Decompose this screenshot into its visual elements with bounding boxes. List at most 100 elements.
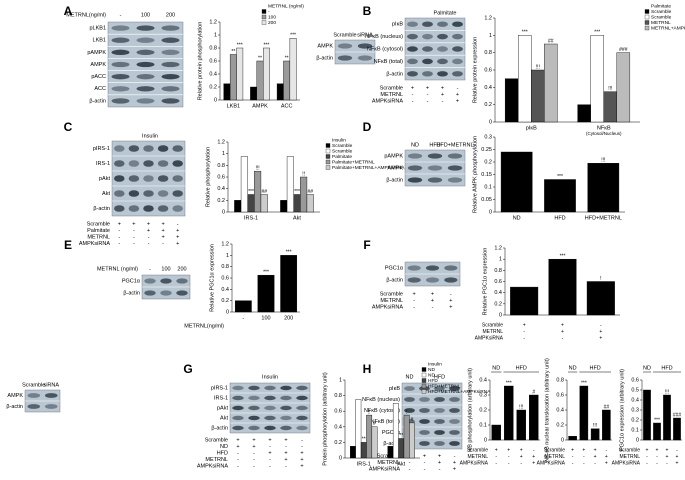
x-tick-label: HFD — [554, 215, 565, 221]
condition-mark: - — [118, 234, 120, 240]
blot-band — [434, 397, 445, 402]
legend-label: Scramble — [651, 14, 672, 20]
blot-band — [264, 395, 276, 401]
blot-band — [157, 190, 169, 197]
blot-band — [407, 265, 421, 271]
bar — [250, 86, 257, 101]
condition-mark: + — [284, 450, 287, 456]
condition-mark: - — [269, 444, 271, 450]
bar — [616, 52, 631, 123]
y-tick-label: 0 — [489, 209, 492, 215]
blot-band — [232, 405, 244, 411]
bar — [504, 385, 514, 441]
blot-row-label: pAMPK — [384, 153, 403, 159]
y-tick-label: 0.3 — [631, 407, 639, 413]
blot-band — [111, 37, 130, 43]
condition-mark: - — [237, 457, 239, 463]
condition-mark: + — [599, 335, 602, 341]
x-tick-note: (Cytosol/Nucleus) — [586, 131, 622, 136]
condition-mark: - — [162, 241, 164, 247]
significance-label: !!! — [256, 165, 260, 171]
blot-band — [404, 386, 415, 391]
blot-band — [434, 386, 445, 391]
bar — [247, 194, 255, 213]
blot-band — [422, 58, 433, 65]
condition-mark: + — [666, 454, 669, 460]
condition-mark: + — [520, 447, 523, 453]
blot-row-label: Akt — [102, 191, 110, 197]
blot-band — [404, 408, 415, 413]
blot-row-label: pAMPK — [87, 50, 106, 56]
blot-band — [172, 205, 183, 212]
y-tick-label: 1 — [499, 257, 502, 263]
blot-band — [264, 415, 276, 421]
bar — [306, 194, 314, 213]
blot-band — [437, 46, 448, 52]
x-tick-label: 100 — [261, 315, 270, 321]
condition-mark: + — [605, 460, 608, 466]
blot-row-label: ACC — [94, 86, 106, 92]
blot-column-label: siRNA — [357, 32, 373, 38]
condition-label: AMPKsiRNA — [475, 335, 504, 341]
legend-swatch — [261, 14, 267, 20]
blot-band — [248, 425, 260, 431]
condition-label: METRNL — [482, 329, 503, 335]
condition-mark: + — [453, 466, 456, 472]
blot-band — [248, 395, 260, 401]
condition-mark: + — [252, 444, 255, 450]
condition-mark: + — [252, 437, 255, 443]
y-tick-label: 0.5 — [631, 387, 639, 393]
blot-band — [111, 98, 130, 104]
condition-mark: - — [424, 460, 426, 466]
blot-row-label: NFκB (total) — [374, 59, 404, 65]
group-label: ND — [492, 365, 500, 371]
condition-mark: - — [508, 454, 510, 460]
blot-row-label: β-actin — [93, 206, 110, 212]
bar — [544, 179, 576, 213]
blot-band — [27, 404, 41, 409]
condition-mark: + — [456, 92, 459, 98]
blot-band — [407, 21, 418, 27]
y-tick-label: 1.2 — [494, 245, 502, 251]
blot-band — [128, 175, 140, 182]
bar — [587, 163, 620, 213]
condition-mark: - — [457, 85, 459, 91]
blot-band — [136, 73, 155, 80]
y-tick-label: 0.8 — [484, 50, 492, 56]
condition-mark: + — [431, 291, 434, 297]
y-tick-label: 0.4 — [631, 397, 639, 403]
blot-row-label: IRS-1 — [96, 161, 110, 167]
x-tick-label: ND — [513, 215, 521, 221]
y-tick-label: 0.4 — [209, 71, 217, 77]
condition-mark: - — [253, 450, 255, 456]
blot-band — [172, 190, 183, 197]
blot-title: METRNL (ng/ml) — [97, 266, 138, 272]
blot-band — [143, 160, 154, 167]
panel-letter: F — [363, 238, 370, 252]
y-axis-label: PGC1α expression (arbitrary unit) — [619, 369, 625, 451]
blot-band — [143, 145, 154, 152]
blot-band — [296, 385, 308, 391]
blot-band — [44, 404, 58, 409]
condition-label: METRNL — [380, 92, 403, 98]
legend-swatch — [421, 378, 427, 383]
blot-row-label: AMPK — [317, 43, 333, 49]
condition-mark: - — [285, 444, 287, 450]
bar — [500, 151, 533, 213]
blot-band — [161, 25, 180, 31]
significance-label: ## — [604, 404, 610, 410]
bar — [350, 446, 356, 459]
y-tick-label: 0.8 — [221, 264, 229, 270]
condition-mark: - — [646, 454, 648, 460]
bar — [366, 414, 373, 459]
y-tick-label: 0.6 — [631, 377, 639, 383]
legend-label: METRNL+AMPKsiRNA — [651, 25, 685, 31]
y-tick-label: 0.2 — [334, 440, 342, 446]
y-tick-label: 1 — [339, 377, 342, 383]
y-tick-label: 0.6 — [484, 67, 492, 73]
y-tick-label: 0.8 — [334, 393, 342, 399]
y-tick-label: 0.6 — [334, 409, 342, 415]
bar — [387, 446, 394, 459]
condition-mark: + — [284, 457, 287, 463]
